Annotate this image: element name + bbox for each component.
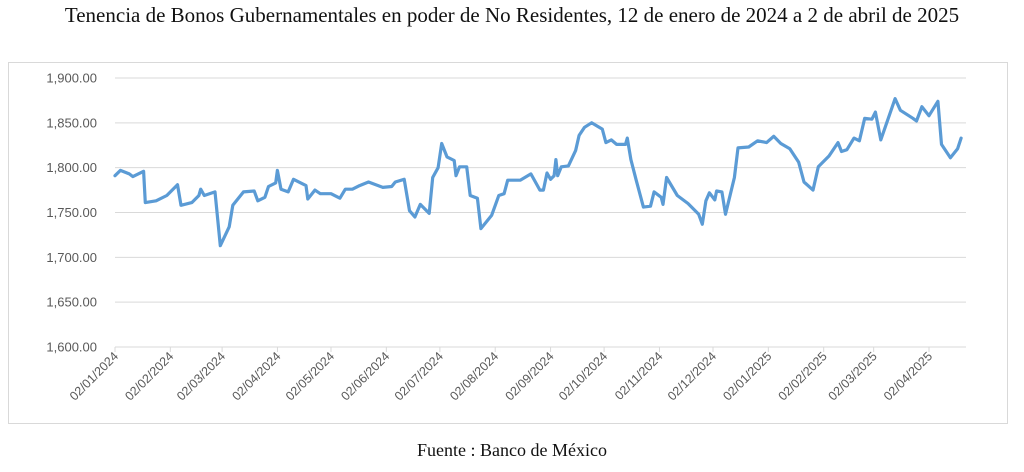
x-tick-label: 02/04/2024 [229, 349, 283, 403]
y-tick-label: 1,850.00 [46, 115, 97, 130]
x-tick-label: 02/06/2024 [338, 349, 392, 403]
x-tick-label: 02/03/2024 [174, 349, 228, 403]
x-tick-label: 02/10/2024 [556, 349, 610, 403]
chart-frame [8, 62, 1008, 424]
x-tick-label: 02/03/2025 [826, 349, 880, 403]
x-tick-label: 02/07/2024 [392, 349, 446, 403]
y-tick-label: 1,750.00 [46, 205, 97, 220]
series-line [113, 96, 963, 248]
y-tick-label: 1,900.00 [46, 71, 97, 86]
y-tick-label: 1,800.00 [46, 160, 97, 175]
x-tick-label: 02/02/2025 [776, 349, 830, 403]
source-note: Fuente : Banco de México [417, 440, 607, 460]
x-tick-label: 02/01/2025 [720, 349, 774, 403]
chart-title: Tenencia de Bonos Gubernamentales en pod… [64, 3, 960, 27]
x-tick-label: 02/12/2024 [665, 349, 719, 403]
x-tick-label: 02/02/2024 [122, 349, 176, 403]
y-tick-label: 1,700.00 [46, 250, 97, 265]
x-tick-label: 02/01/2024 [67, 349, 121, 403]
y-tick-label: 1,650.00 [46, 295, 97, 310]
x-tick-label: 02/05/2024 [283, 349, 337, 403]
x-tick-label: 02/09/2024 [503, 349, 557, 403]
x-tick-label: 02/08/2024 [447, 349, 501, 403]
x-tick-label: 02/04/2025 [881, 349, 935, 403]
x-tick-label: 02/11/2024 [612, 349, 666, 403]
y-tick-label: 1,600.00 [46, 340, 97, 355]
